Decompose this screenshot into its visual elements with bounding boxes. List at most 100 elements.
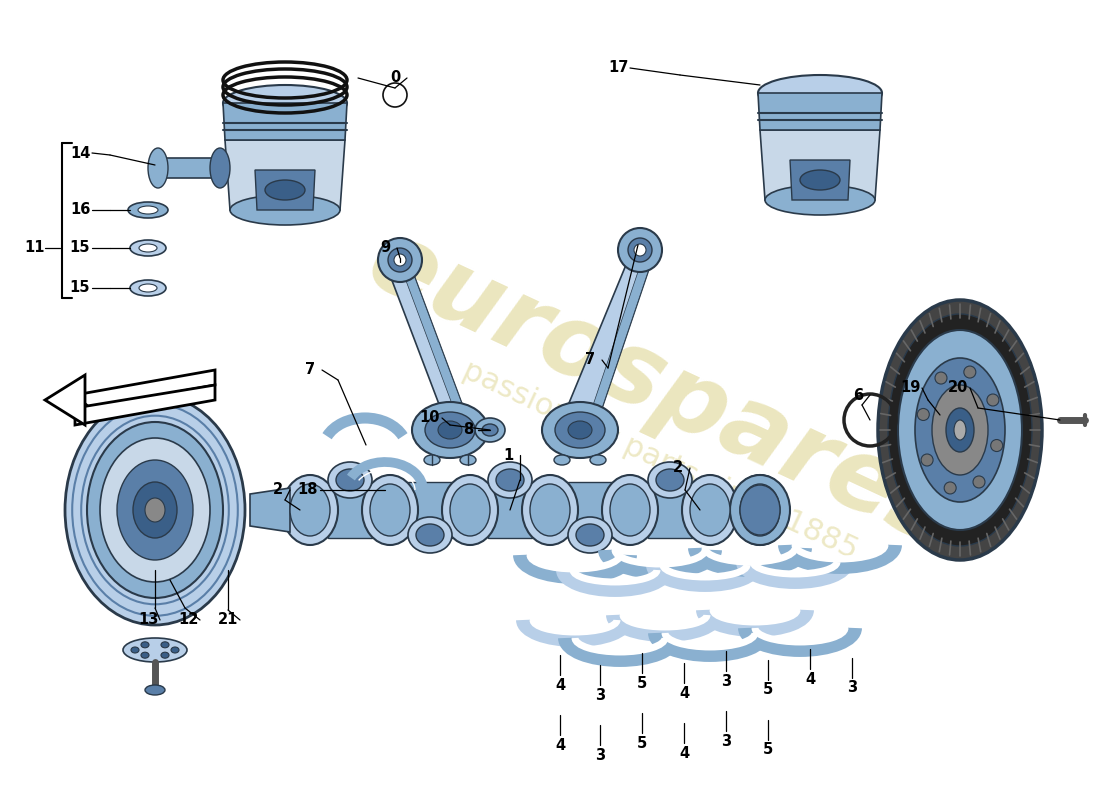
Ellipse shape [987,394,999,406]
Text: 5: 5 [763,682,773,698]
Ellipse shape [133,482,177,538]
Ellipse shape [921,454,933,466]
Polygon shape [488,482,532,538]
Ellipse shape [141,652,149,658]
Polygon shape [250,488,290,532]
Ellipse shape [412,402,488,458]
Polygon shape [75,370,214,408]
Ellipse shape [130,280,166,296]
Text: 21: 21 [218,613,239,627]
Ellipse shape [800,170,840,190]
Ellipse shape [915,358,1005,502]
Text: 12: 12 [178,613,198,627]
Ellipse shape [730,475,790,545]
Ellipse shape [117,460,192,560]
Ellipse shape [123,638,187,662]
Ellipse shape [138,206,158,214]
Ellipse shape [628,238,652,262]
Ellipse shape [148,148,168,188]
Ellipse shape [878,300,1042,560]
Text: 3: 3 [720,674,732,689]
Text: eurospares: eurospares [353,212,967,568]
Polygon shape [75,385,214,425]
Text: 3: 3 [720,734,732,749]
Polygon shape [402,270,468,420]
Ellipse shape [210,148,230,188]
Ellipse shape [130,240,166,256]
Polygon shape [760,130,880,200]
Text: 4: 4 [679,686,689,701]
Polygon shape [408,482,452,538]
Text: 18: 18 [298,482,318,498]
Ellipse shape [408,517,452,553]
Polygon shape [568,482,612,538]
Text: 0: 0 [389,70,400,86]
Polygon shape [388,270,467,420]
Ellipse shape [223,85,346,121]
Text: 5: 5 [637,675,647,690]
Text: 7: 7 [585,353,595,367]
Ellipse shape [475,418,505,442]
Ellipse shape [425,412,475,448]
Ellipse shape [388,248,412,272]
Text: 15: 15 [69,281,90,295]
Ellipse shape [648,462,692,498]
Text: 5: 5 [763,742,773,758]
Ellipse shape [602,475,658,545]
Ellipse shape [131,647,139,653]
Ellipse shape [740,485,780,535]
Ellipse shape [394,254,406,266]
Ellipse shape [170,647,179,653]
Ellipse shape [370,484,410,536]
Ellipse shape [496,469,524,491]
Ellipse shape [590,455,606,465]
Ellipse shape [442,475,498,545]
Text: 16: 16 [69,202,90,218]
Ellipse shape [290,484,330,536]
Text: 11: 11 [24,241,45,255]
Text: 6: 6 [852,387,864,402]
Ellipse shape [488,462,532,498]
Ellipse shape [554,455,570,465]
Text: 9: 9 [379,241,390,255]
Ellipse shape [542,402,618,458]
Ellipse shape [450,484,490,536]
Ellipse shape [964,366,976,378]
Text: 3: 3 [595,687,605,702]
Ellipse shape [576,524,604,546]
Text: 13: 13 [138,613,158,627]
Ellipse shape [568,517,612,553]
Ellipse shape [522,475,578,545]
Text: 1: 1 [503,447,513,462]
Ellipse shape [128,202,168,218]
Text: 4: 4 [554,678,565,693]
Ellipse shape [328,462,372,498]
Ellipse shape [161,642,169,648]
Polygon shape [648,482,692,538]
Ellipse shape [954,420,966,440]
Ellipse shape [991,439,1003,451]
Ellipse shape [974,476,984,488]
Polygon shape [562,260,652,420]
Ellipse shape [568,421,592,439]
Polygon shape [588,260,652,420]
Ellipse shape [378,238,422,282]
Ellipse shape [944,482,956,494]
Ellipse shape [482,424,498,436]
Ellipse shape [141,642,149,648]
Text: 3: 3 [595,747,605,762]
Ellipse shape [87,422,223,598]
Polygon shape [255,170,315,210]
Text: 3: 3 [847,681,857,695]
Ellipse shape [65,395,245,625]
Text: 10: 10 [420,410,440,426]
Ellipse shape [416,524,444,546]
Ellipse shape [764,185,875,215]
Text: 20: 20 [948,381,968,395]
Ellipse shape [460,455,476,465]
Text: 4: 4 [554,738,565,753]
Ellipse shape [145,498,165,522]
Ellipse shape [690,484,730,536]
Text: 8: 8 [463,422,473,438]
Text: 19: 19 [900,381,921,395]
